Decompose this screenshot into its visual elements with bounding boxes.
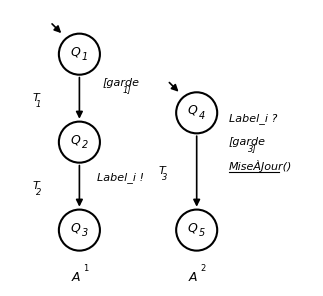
Text: MiseÀJour(): MiseÀJour() <box>229 160 292 172</box>
Text: Q: Q <box>188 221 198 234</box>
Text: Q: Q <box>71 45 80 58</box>
Circle shape <box>176 92 217 133</box>
Text: 5: 5 <box>199 228 205 238</box>
Text: 3: 3 <box>81 228 88 238</box>
Text: Q: Q <box>188 104 198 117</box>
Text: Label_i ?: Label_i ? <box>229 113 277 124</box>
Text: 1]: 1] <box>122 86 131 94</box>
Text: T: T <box>33 181 39 191</box>
Text: Q: Q <box>71 221 80 234</box>
Circle shape <box>59 122 100 163</box>
Circle shape <box>59 210 100 251</box>
Text: 1: 1 <box>83 264 89 273</box>
Text: T: T <box>159 166 165 176</box>
Text: [garde: [garde <box>229 137 266 147</box>
Text: A: A <box>72 271 80 284</box>
Text: Label_i !: Label_i ! <box>97 172 144 183</box>
Text: Q: Q <box>71 133 80 146</box>
Text: T: T <box>33 93 39 103</box>
Text: 2: 2 <box>81 140 88 150</box>
Text: A: A <box>189 271 197 284</box>
Text: 2: 2 <box>36 188 41 197</box>
Text: 1: 1 <box>81 52 88 62</box>
Circle shape <box>176 210 217 251</box>
Text: 3: 3 <box>162 173 167 182</box>
Text: 2: 2 <box>201 264 206 273</box>
Circle shape <box>59 34 100 75</box>
Text: 1: 1 <box>36 100 41 109</box>
Text: 4: 4 <box>199 111 205 121</box>
Text: 3]: 3] <box>248 144 257 153</box>
Text: [garde: [garde <box>103 78 140 89</box>
